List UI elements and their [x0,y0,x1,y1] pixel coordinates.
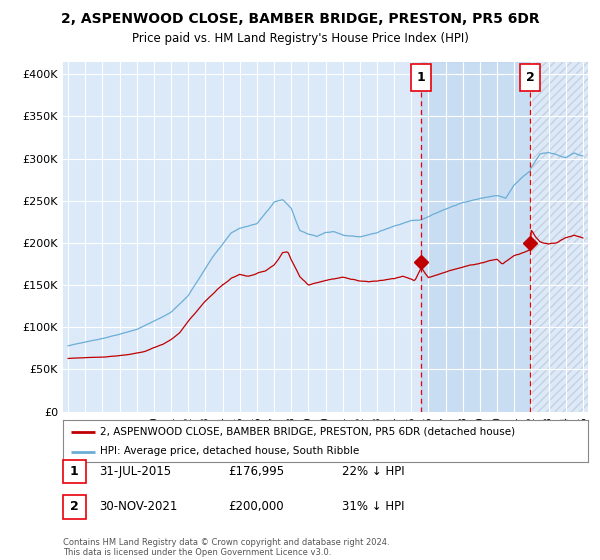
Text: HPI: Average price, detached house, South Ribble: HPI: Average price, detached house, Sout… [100,446,359,456]
Text: 2, ASPENWOOD CLOSE, BAMBER BRIDGE, PRESTON, PR5 6DR (detached house): 2, ASPENWOOD CLOSE, BAMBER BRIDGE, PREST… [100,427,515,437]
Text: 2: 2 [526,71,535,85]
Text: Price paid vs. HM Land Registry's House Price Index (HPI): Price paid vs. HM Land Registry's House … [131,32,469,45]
Text: 22% ↓ HPI: 22% ↓ HPI [342,465,404,478]
Text: £200,000: £200,000 [228,500,284,514]
Bar [530,62,588,412]
Text: £176,995: £176,995 [228,465,284,478]
Text: Contains HM Land Registry data © Crown copyright and database right 2024.
This d: Contains HM Land Registry data © Crown c… [63,538,389,557]
Text: 1: 1 [70,465,79,478]
Text: 2: 2 [70,500,79,514]
Text: 31% ↓ HPI: 31% ↓ HPI [342,500,404,514]
Text: 31-JUL-2015: 31-JUL-2015 [99,465,171,478]
Bar [530,62,588,412]
Bar [421,62,530,412]
Text: 30-NOV-2021: 30-NOV-2021 [99,500,178,514]
Text: 2, ASPENWOOD CLOSE, BAMBER BRIDGE, PRESTON, PR5 6DR: 2, ASPENWOOD CLOSE, BAMBER BRIDGE, PREST… [61,12,539,26]
Text: 1: 1 [417,71,425,85]
